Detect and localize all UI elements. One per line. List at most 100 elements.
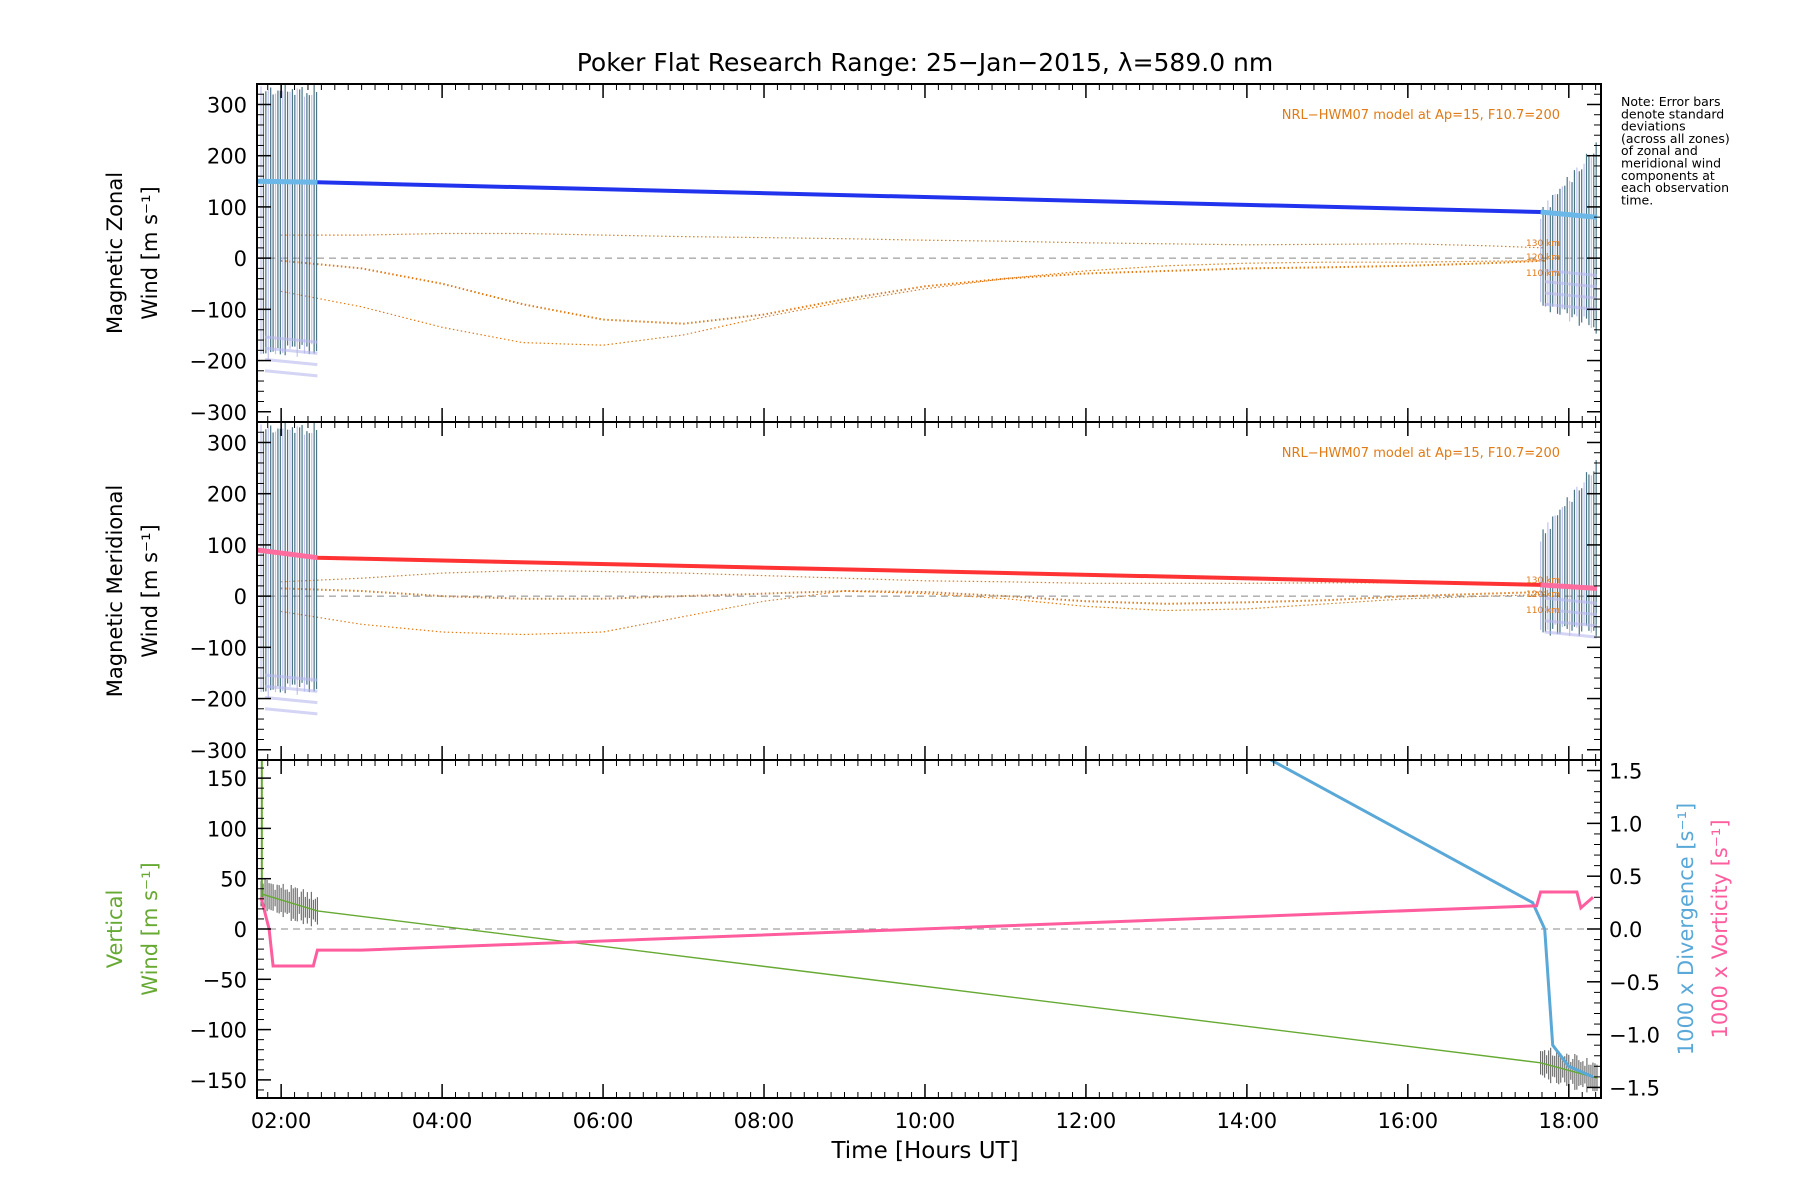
y-tick-label: −200	[189, 350, 247, 374]
observed-segment-end	[1540, 582, 1598, 591]
y-tick-label: 0	[234, 585, 247, 609]
altitude-label: 110 km	[1526, 269, 1560, 279]
y-axis-label-line: Wind [m s⁻¹]	[138, 186, 162, 319]
x-tick-label: 12:00	[1056, 1109, 1117, 1133]
altitude-label: 110 km	[1526, 606, 1560, 616]
vertical-wind-line	[260, 893, 1598, 1079]
error-bar-cap	[264, 673, 318, 682]
error-bar-cap	[1544, 302, 1598, 311]
meridional-panel: NRL−HWM07 model at Ap=15, F10.7=200 130 k…	[103, 421, 1602, 763]
y-tick-label: 0	[234, 247, 247, 271]
x-tick-label: 06:00	[573, 1109, 634, 1133]
plot-area	[257, 84, 1601, 378]
y-tick-label: 200	[207, 145, 247, 169]
error-bar-cap	[264, 696, 318, 705]
altitude-label: 130 km	[1526, 239, 1560, 249]
y-axis-label-line: Magnetic Meridional	[103, 485, 127, 697]
right-y-tick-label: 1.0	[1609, 812, 1642, 836]
x-tick-label: 04:00	[412, 1109, 473, 1133]
zonal-panel: NRL−HWM07 model at Ap=15, F10.7=200 130 k…	[103, 83, 1602, 425]
y-tick-label: 100	[207, 196, 247, 220]
vorticity-line	[259, 890, 1594, 968]
note-line: each observation	[1621, 180, 1729, 195]
y-tick-label: −100	[189, 636, 247, 660]
error-bar-cap	[264, 346, 318, 355]
right-y-tick-label: 0.0	[1609, 918, 1642, 942]
y-axis-label-line: Vertical	[103, 890, 127, 969]
plot-area	[257, 422, 1601, 716]
error-bar-cap	[1544, 619, 1598, 628]
model-curve-2	[281, 259, 1545, 325]
right-y-tick-label: −1.0	[1609, 1024, 1660, 1048]
y-tick-label: −150	[189, 1069, 247, 1093]
error-bar-cap	[1544, 268, 1598, 278]
y-tick-label: 300	[207, 431, 247, 455]
x-tick-label: 14:00	[1217, 1109, 1278, 1133]
model-curve-1	[281, 232, 1545, 249]
right-y-tick-label: −1.5	[1609, 1076, 1660, 1100]
model-curve-3	[281, 590, 1545, 636]
y-tick-label: 0	[234, 918, 247, 942]
altitude-label: 120 km	[1526, 253, 1560, 263]
error-bar-cap	[1544, 280, 1598, 289]
note-line: Note: Error bars	[1621, 94, 1720, 109]
error-bar-cap	[264, 684, 318, 693]
x-tick-label: 10:00	[895, 1109, 956, 1133]
y-axis-label-line: Magnetic Zonal	[103, 172, 127, 334]
note-line: time.	[1621, 192, 1653, 207]
error-bar-cap	[1544, 291, 1598, 300]
note-line: (across all zones)	[1621, 131, 1730, 146]
note-line: meridional wind	[1621, 156, 1721, 171]
chart-panels: NRL−HWM07 model at Ap=15, F10.7=200 130 k…	[103, 83, 1732, 1133]
right-y-tick-label: 1.5	[1609, 760, 1642, 784]
plot-area	[257, 760, 1601, 1093]
y-tick-label: −300	[189, 401, 247, 425]
error-bar-cap	[1544, 607, 1598, 617]
y-tick-label: 100	[207, 534, 247, 558]
chart-title: Poker Flat Research Range: 25−Jan−2015, …	[577, 48, 1274, 77]
y-axis-label-line: Wind [m s⁻¹]	[138, 524, 162, 657]
error-bar-cap	[264, 358, 318, 367]
x-tick-label: 16:00	[1378, 1109, 1439, 1133]
note-line: denote standard	[1621, 106, 1724, 121]
error-bar-cap	[264, 335, 318, 344]
observed-segment-start	[257, 547, 318, 561]
y-tick-label: −300	[189, 739, 247, 763]
observed-segment-end	[1540, 209, 1598, 220]
y-tick-label: 100	[207, 817, 247, 841]
x-axis-label: Time [Hours UT]	[830, 1138, 1018, 1164]
y-tick-label: −100	[189, 298, 247, 322]
right-y-tick-label: −0.5	[1609, 971, 1660, 995]
y-tick-label: 150	[207, 767, 247, 791]
y-tick-label: −100	[189, 1019, 247, 1043]
model-label: NRL−HWM07 model at Ap=15, F10.7=200	[1282, 108, 1560, 123]
altitude-label: 130 km	[1526, 576, 1560, 586]
note-line: components at	[1621, 168, 1715, 183]
error-bar-cap	[264, 369, 318, 378]
error-bar-cap	[1544, 630, 1598, 639]
vertical-panel: 1.5 1.0 0.5 0.0 −0.5 −1.0 −1.5 1000 x Divergenc…	[103, 759, 1732, 1133]
note-line: of zonal and	[1621, 143, 1698, 158]
divergence-line	[1270, 760, 1594, 1079]
right-y-tick-label: 0.5	[1609, 865, 1642, 889]
y-tick-label: 300	[207, 93, 247, 117]
error-bar-cap	[264, 707, 318, 716]
y-tick-label: 200	[207, 483, 247, 507]
model-curve-3	[280, 260, 1545, 346]
y-tick-label: −50	[203, 968, 247, 992]
model-curve-2	[281, 587, 1545, 605]
model-curve-1	[281, 569, 1545, 586]
x-tick-label: 08:00	[734, 1109, 795, 1133]
observed-segment-start	[257, 178, 318, 185]
error-bar-cap	[1544, 596, 1598, 605]
y-tick-label: −200	[189, 688, 247, 712]
model-label: NRL−HWM07 model at Ap=15, F10.7=200	[1282, 446, 1560, 461]
divergence-axis-label: 1000 x Divergence [s⁻¹]	[1674, 803, 1698, 1055]
y-axis-label-line: Wind [m s⁻¹]	[138, 862, 162, 995]
note-line: deviations	[1621, 119, 1686, 134]
y-tick-label: 50	[220, 868, 247, 892]
altitude-label: 120 km	[1526, 590, 1560, 600]
vorticity-axis-label: 1000 x Vorticity [s⁻¹]	[1708, 819, 1732, 1038]
